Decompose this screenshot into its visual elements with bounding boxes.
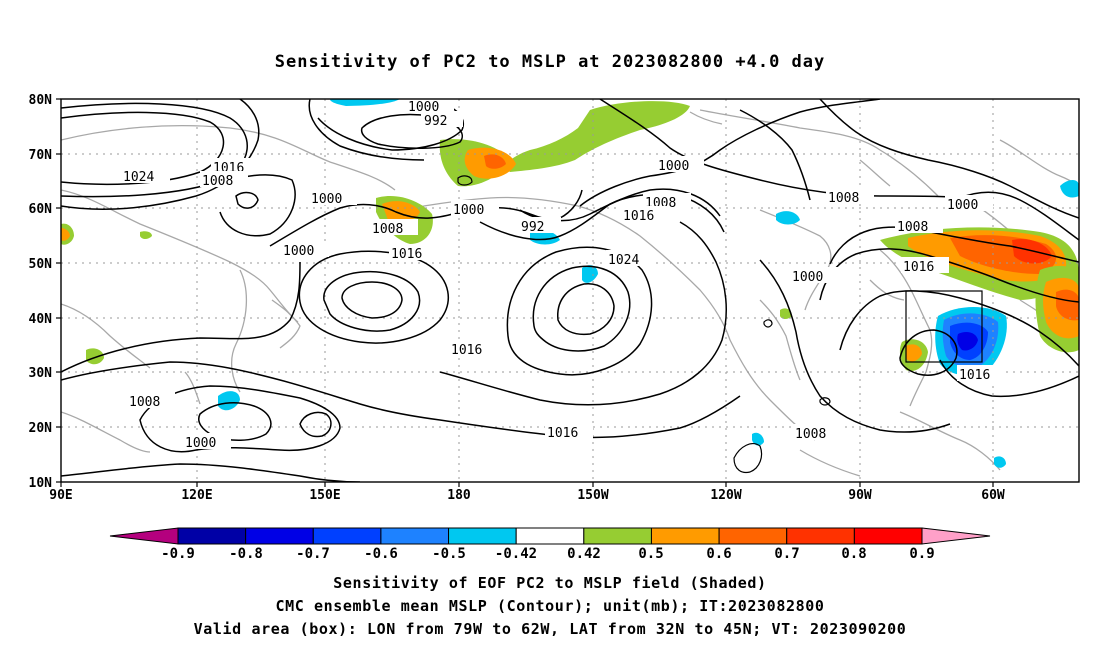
contour-labels: 1024 1016 1008 1000 992 1000 1000 1000 1… xyxy=(120,97,1005,451)
colorbar-label: 0.42 xyxy=(567,546,601,562)
colorbar-label: 0.5 xyxy=(638,546,663,562)
lat-label: 40N xyxy=(29,312,53,327)
colorbar-labels: -0.9 -0.8 -0.7 -0.6 -0.5 -0.42 0.42 0.5 … xyxy=(161,546,935,562)
negative-region-lightblue xyxy=(994,456,1006,468)
colorbar-label: -0.7 xyxy=(296,546,330,562)
colorbar-cell xyxy=(515,527,585,545)
contour-label: 1024 xyxy=(608,253,639,268)
negative-region-lightblue xyxy=(218,391,240,411)
colorbar-right-triangle xyxy=(921,527,991,545)
contour-label: 1008 xyxy=(202,174,233,189)
contour-label: 1016 xyxy=(451,343,482,358)
positive-region-orange xyxy=(906,344,922,362)
chart-title: Sensitivity of PC2 to MSLP at 2023082800… xyxy=(275,52,826,72)
colorbar-label: -0.5 xyxy=(432,546,466,562)
contour-label: 1008 xyxy=(897,220,928,235)
colorbar-cell xyxy=(312,527,382,545)
colorbar-label: 0.8 xyxy=(841,546,866,562)
colorbar-cell xyxy=(853,527,923,545)
contour-label: 1008 xyxy=(129,395,160,410)
negative-region-lightblue xyxy=(776,211,800,225)
colorbar-cell xyxy=(177,527,247,545)
lat-label: 60N xyxy=(29,202,53,217)
contour-label: 1016 xyxy=(547,426,578,441)
caption-line-1: Sensitivity of EOF PC2 to MSLP field (Sh… xyxy=(333,574,766,592)
colorbar-cell xyxy=(650,527,720,545)
valid-area-box xyxy=(905,290,983,363)
lat-label: 80N xyxy=(29,93,53,108)
colorbar-cell xyxy=(786,527,855,545)
lat-label: 10N xyxy=(29,476,53,491)
negative-region-lightblue xyxy=(752,432,764,446)
colorbar-cell xyxy=(448,527,517,545)
lat-label: 20N xyxy=(29,421,53,436)
map-panel: 1024 1016 1008 1000 992 1000 1000 1000 1… xyxy=(29,93,1080,503)
negative-region-navy xyxy=(957,332,978,351)
contour-label: 1016 xyxy=(391,247,422,262)
contour-label: 1016 xyxy=(623,209,654,224)
colorbar-label: -0.8 xyxy=(229,546,263,562)
contour-label: 992 xyxy=(521,220,544,235)
lat-label: 50N xyxy=(29,257,53,272)
contour-label: 1000 xyxy=(408,100,439,115)
latitude-labels: 80N 70N 60N 50N 40N 30N 20N 10N xyxy=(29,93,53,491)
contour-label: 1000 xyxy=(792,270,823,285)
positive-region-green xyxy=(780,308,792,319)
caption-line-2: CMC ensemble mean MSLP (Contour); unit(m… xyxy=(276,597,825,615)
colorbar-cell xyxy=(245,527,314,545)
lon-label: 150E xyxy=(309,488,340,503)
lon-label: 90E xyxy=(49,488,72,503)
colorbar-label: 0.7 xyxy=(774,546,799,562)
caption-line-3: Valid area (box): LON from 79W to 62W, L… xyxy=(194,620,907,638)
lat-label: 30N xyxy=(29,366,53,381)
contour-label: 1008 xyxy=(828,191,859,206)
contour-label: 1008 xyxy=(795,427,826,442)
colorbar-left-triangle xyxy=(109,527,179,545)
contour-label: 1000 xyxy=(283,244,314,259)
contour-label: 1000 xyxy=(947,198,978,213)
colorbar: -0.9 -0.8 -0.7 -0.6 -0.5 -0.42 0.42 0.5 … xyxy=(109,527,991,562)
contour-label: 992 xyxy=(424,114,447,129)
island-outlines xyxy=(457,175,831,474)
contour-label: 1000 xyxy=(311,192,342,207)
lon-label: 180 xyxy=(447,488,471,503)
positive-region-orange xyxy=(61,228,70,241)
lon-label: 120E xyxy=(181,488,212,503)
colorbar-cell xyxy=(718,527,788,545)
contour-label: 1008 xyxy=(372,222,403,237)
negative-region-lightblue xyxy=(582,265,598,283)
lon-label: 60W xyxy=(981,488,1005,503)
lon-label: 90W xyxy=(848,488,872,503)
lon-label: 150W xyxy=(577,488,608,503)
contour-label: 1000 xyxy=(658,159,689,174)
colorbar-label: -0.6 xyxy=(364,546,398,562)
lon-label: 120W xyxy=(710,488,741,503)
colorbar-cell xyxy=(380,527,450,545)
mslp-contours xyxy=(61,99,1079,482)
contour-label: 1000 xyxy=(453,203,484,218)
colorbar-label: -0.42 xyxy=(495,546,537,562)
axis-ticks xyxy=(56,98,994,487)
colorbar-cell xyxy=(583,527,652,545)
longitude-labels: 90E 120E 150E 180 150W 120W 90W 60W xyxy=(49,488,1005,503)
colorbar-label: -0.9 xyxy=(161,546,195,562)
colorbar-label: 0.9 xyxy=(909,546,934,562)
negative-region-lightblue xyxy=(330,99,400,106)
colorbar-label: 0.6 xyxy=(706,546,731,562)
map-frame xyxy=(60,98,1080,483)
lat-label: 70N xyxy=(29,148,53,163)
positive-region-green xyxy=(86,348,104,365)
negative-region-lightblue xyxy=(1060,180,1079,198)
contour-label: 1016 xyxy=(903,260,934,275)
positive-region-red xyxy=(1056,289,1079,321)
contour-label: 1000 xyxy=(185,436,216,451)
contour-label: 1016 xyxy=(959,368,990,383)
positive-region-green xyxy=(140,231,152,239)
contour-label: 1024 xyxy=(123,170,154,185)
positive-region-red xyxy=(484,154,506,169)
